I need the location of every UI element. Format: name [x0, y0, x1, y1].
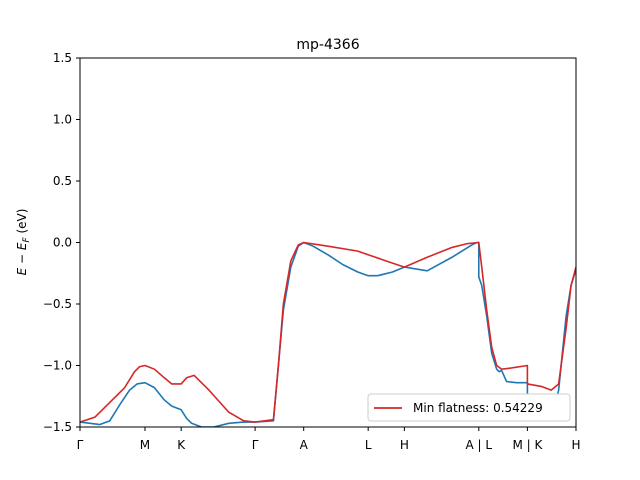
legend-label: Min flatness: 0.54229 — [413, 401, 543, 415]
series-layer — [80, 241, 576, 427]
x-tick-label: A — [300, 438, 309, 452]
y-axis-label: E − EF (eV) — [15, 209, 32, 276]
series-line-2 — [80, 241, 576, 423]
y-tick-label: 0.0 — [53, 236, 72, 250]
y-tick-label: 1.5 — [53, 51, 72, 65]
legend: Min flatness: 0.54229 — [367, 393, 571, 422]
x-tick-label: A | L — [465, 438, 492, 452]
legend-box — [367, 393, 571, 422]
x-tick-label: H — [400, 438, 409, 452]
x-tick-label: Γ — [77, 438, 84, 452]
y-tick-label: 1.0 — [53, 113, 72, 127]
y-axis-label-main: E − E — [15, 242, 29, 275]
y-axis-label-unit: (eV) — [15, 209, 29, 238]
y-tick-label: −0.5 — [43, 297, 72, 311]
x-tick-label: Γ — [252, 438, 259, 452]
y-tick-label: −1.0 — [43, 359, 72, 373]
y-axis: −1.5 −1.0 −0.5 0.0 0.5 1.0 1.5 — [43, 51, 80, 434]
y-axis-label-subscript: F — [22, 237, 32, 243]
x-tick-label: L — [365, 438, 372, 452]
y-tick-label: −1.5 — [43, 420, 72, 434]
x-tick-label: M | K — [512, 438, 543, 452]
x-tick-label: H — [571, 438, 580, 452]
x-tick-label: K — [177, 438, 186, 452]
y-tick-label: 0.5 — [53, 174, 72, 188]
x-axis: Γ M K Γ A L H A | L M | K H — [77, 427, 581, 452]
x-tick-label: M — [140, 438, 150, 452]
series-line-1 — [80, 241, 576, 427]
chart-title: mp-4366 — [296, 37, 359, 53]
